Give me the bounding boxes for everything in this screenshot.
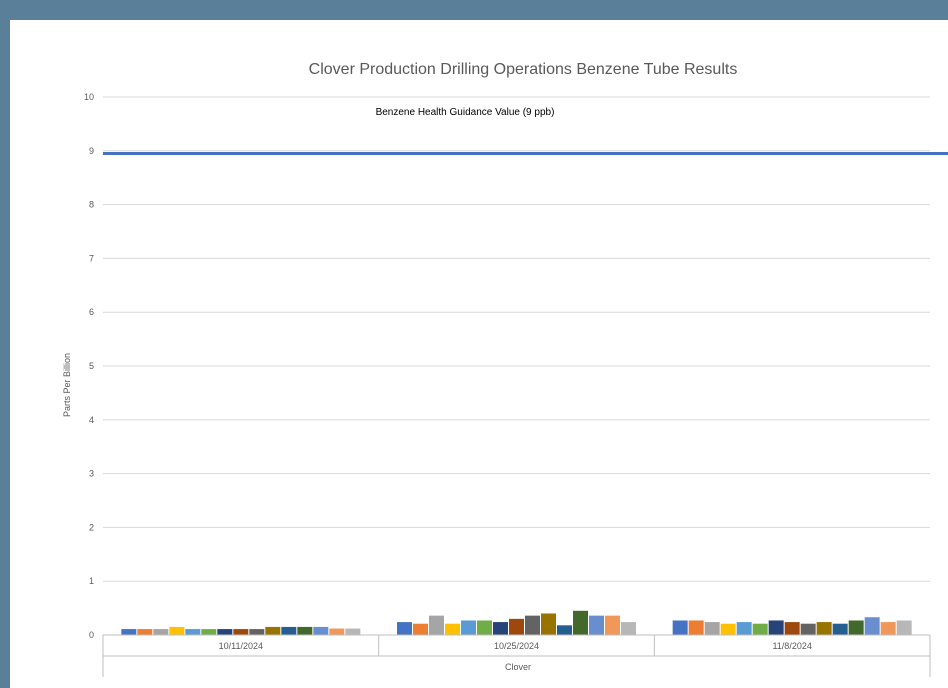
bar bbox=[461, 620, 476, 635]
y-tick-label: 2 bbox=[89, 522, 94, 532]
bar bbox=[621, 622, 636, 635]
bar bbox=[445, 623, 460, 635]
bar bbox=[541, 613, 556, 635]
y-axis-ticks: 0 1 2 3 4 5 6 7 8 9 10 bbox=[84, 92, 94, 640]
y-tick-label: 0 bbox=[89, 630, 94, 640]
y-tick-label: 3 bbox=[89, 469, 94, 479]
y-tick-label: 4 bbox=[89, 415, 94, 425]
bar bbox=[249, 629, 265, 635]
bar bbox=[329, 628, 345, 635]
bars bbox=[121, 610, 912, 635]
bar bbox=[493, 622, 508, 635]
bar bbox=[672, 620, 688, 635]
chart-frame: Clover Production Drilling Operations Be… bbox=[10, 20, 948, 688]
bar bbox=[800, 623, 816, 635]
x-axis-label: Clover bbox=[505, 662, 531, 672]
x-tick-label: 11/8/2024 bbox=[772, 641, 811, 651]
bar bbox=[704, 622, 720, 635]
bar bbox=[816, 622, 832, 635]
chart-title: Clover Production Drilling Operations Be… bbox=[309, 61, 738, 78]
bar bbox=[413, 623, 428, 635]
y-tick-label: 8 bbox=[89, 200, 94, 210]
bar bbox=[185, 629, 201, 635]
bar bbox=[509, 618, 524, 635]
bar bbox=[784, 622, 800, 635]
bar bbox=[153, 629, 169, 635]
bar bbox=[896, 620, 912, 635]
bar bbox=[525, 615, 540, 635]
bar bbox=[313, 626, 329, 635]
bar bbox=[297, 626, 313, 635]
bar bbox=[557, 625, 572, 635]
x-tick-label: 10/11/2024 bbox=[219, 641, 263, 651]
bar bbox=[688, 620, 704, 635]
bar bbox=[768, 620, 784, 635]
bar bbox=[169, 626, 185, 635]
bar bbox=[864, 617, 880, 635]
bar bbox=[137, 629, 153, 635]
bar bbox=[281, 626, 297, 635]
bar bbox=[880, 622, 896, 635]
gridlines bbox=[103, 96, 930, 636]
y-tick-label: 9 bbox=[89, 146, 94, 156]
x-axis: 10/11/2024 10/25/2024 11/8/2024 bbox=[102, 634, 931, 677]
bar bbox=[345, 628, 361, 635]
bar bbox=[429, 615, 444, 635]
bar bbox=[397, 622, 412, 635]
y-tick-label: 10 bbox=[84, 92, 94, 102]
x-tick-label: 10/25/2024 bbox=[494, 641, 539, 651]
y-tick-label: 7 bbox=[89, 253, 94, 263]
bar bbox=[736, 622, 752, 635]
bar bbox=[573, 610, 588, 635]
bar bbox=[605, 615, 620, 635]
bar bbox=[752, 623, 768, 635]
bar bbox=[201, 629, 217, 635]
y-tick-label: 6 bbox=[89, 307, 94, 317]
bar bbox=[720, 623, 736, 635]
bar bbox=[848, 620, 864, 635]
bar bbox=[121, 629, 137, 635]
benzene-bar-chart: Clover Production Drilling Operations Be… bbox=[62, 61, 948, 677]
guidance-line-label: Benzene Health Guidance Value (9 ppb) bbox=[376, 107, 555, 118]
bar bbox=[589, 615, 604, 635]
bar bbox=[265, 626, 281, 635]
y-tick-label: 5 bbox=[89, 361, 94, 371]
y-tick-label: 1 bbox=[89, 576, 94, 586]
bar bbox=[217, 629, 233, 635]
y-axis-label: Parts Per Billion bbox=[62, 353, 72, 417]
bar bbox=[832, 623, 848, 635]
bar bbox=[477, 620, 492, 635]
bar bbox=[233, 629, 249, 635]
